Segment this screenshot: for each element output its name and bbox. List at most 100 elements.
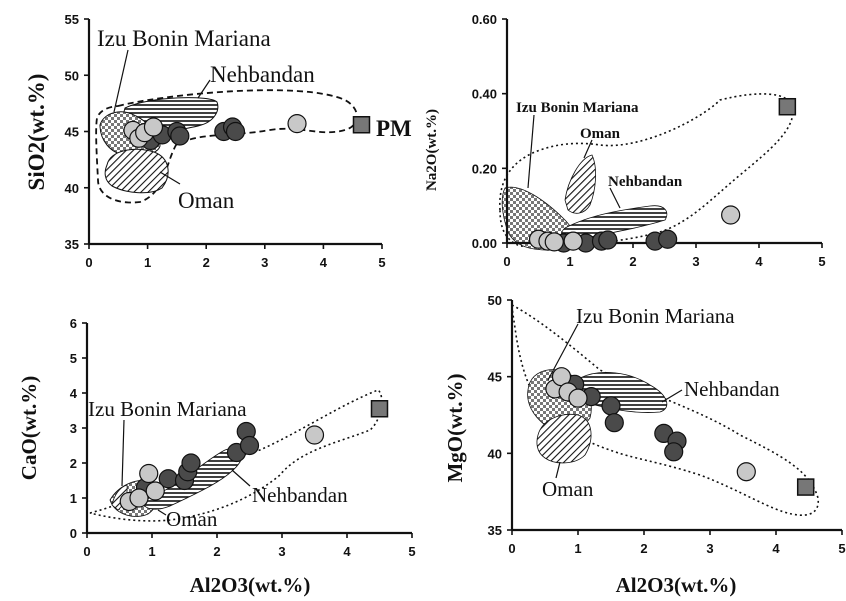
y-tick-label: 40 bbox=[65, 181, 79, 196]
leader-line bbox=[157, 509, 167, 516]
leader-line bbox=[609, 187, 621, 209]
light-sample-point bbox=[139, 463, 159, 484]
y-tick-label: 45 bbox=[65, 125, 79, 140]
leader-line bbox=[583, 139, 593, 159]
label-nehbandan: Nehbandan bbox=[684, 377, 780, 401]
x-tick-label: 0 bbox=[508, 541, 515, 556]
x-tick-label: 3 bbox=[278, 544, 285, 559]
pm-point bbox=[796, 478, 815, 496]
leader-line bbox=[113, 49, 129, 113]
light-sample-point bbox=[143, 117, 164, 137]
leader-line bbox=[159, 171, 181, 185]
label-izu-bonin-mariana: Izu Bonin Mariana bbox=[516, 100, 639, 116]
x-tick-label: 5 bbox=[818, 254, 825, 269]
light-sample-point bbox=[721, 205, 741, 225]
x-tick-label: 1 bbox=[144, 255, 151, 270]
y-tick-label: 4 bbox=[70, 386, 78, 401]
panel-cao-axes-and-points: 0 1 2 3 4 5 0 1 2 3 4 5 6 bbox=[70, 316, 416, 559]
dark-sample-point bbox=[239, 435, 260, 456]
x-tick-label: 1 bbox=[566, 254, 573, 269]
x-tick-label: 4 bbox=[772, 541, 780, 556]
leader-line bbox=[121, 419, 125, 487]
x-tick-label: 0 bbox=[503, 254, 510, 269]
dark-sample-point bbox=[170, 126, 190, 146]
light-sample-point bbox=[568, 388, 588, 408]
leader-line bbox=[527, 114, 535, 189]
label-oman: Oman bbox=[542, 477, 594, 501]
x-tick-label: 2 bbox=[640, 541, 647, 556]
label-nehbandan: Nehbandan bbox=[608, 174, 683, 190]
x-tick-label: 0 bbox=[85, 255, 92, 270]
label-izu-bonin-mariana: Izu Bonin Mariana bbox=[97, 26, 271, 51]
leader-line bbox=[231, 469, 251, 487]
x-tick-label: 3 bbox=[692, 254, 699, 269]
x-tick-label: 4 bbox=[343, 544, 351, 559]
light-sample-point bbox=[563, 231, 583, 251]
panel-na2o-axes-and-points: 0 1 2 3 4 5 0.00 0.20 0.40 0.60 bbox=[472, 12, 826, 269]
y-tick-label: 3 bbox=[70, 421, 77, 436]
x-tick-label: 0 bbox=[83, 544, 90, 559]
y-tick-label: 0.20 bbox=[472, 161, 497, 176]
x-tick-label: 4 bbox=[755, 254, 763, 269]
light-sample-point bbox=[287, 114, 307, 134]
pm-point bbox=[352, 116, 371, 134]
dark-sample-point bbox=[225, 121, 246, 142]
y-tick-label: 5 bbox=[70, 351, 77, 366]
label-nehbandan: Nehbandan bbox=[252, 483, 348, 507]
y-tick-label: 2 bbox=[70, 456, 77, 471]
light-sample-point bbox=[736, 462, 756, 482]
dark-sample-point bbox=[604, 413, 624, 433]
y-tick-label: 40 bbox=[488, 446, 502, 461]
x-tick-label: 1 bbox=[148, 544, 155, 559]
label-pm: PM bbox=[376, 116, 412, 141]
leader-line bbox=[555, 461, 561, 479]
x-tick-label: 2 bbox=[213, 544, 220, 559]
dark-sample-point bbox=[598, 230, 618, 250]
y-tick-label: 0.60 bbox=[472, 12, 497, 27]
label-oman: Oman bbox=[580, 126, 621, 142]
y-tick-label: 45 bbox=[488, 370, 502, 385]
y-tick-label: 6 bbox=[70, 316, 77, 331]
y-tick-label: 50 bbox=[65, 68, 79, 83]
y-tick-label: 35 bbox=[65, 237, 79, 252]
x-tick-label: 1 bbox=[574, 541, 581, 556]
y-tick-label: 35 bbox=[488, 523, 502, 538]
leader-line bbox=[547, 323, 579, 381]
dark-sample-point bbox=[181, 453, 201, 473]
x-tick-label: 5 bbox=[838, 541, 845, 556]
y-axis-title-sio2: SiO2(wt.%) bbox=[24, 74, 49, 191]
dark-sample-point bbox=[601, 396, 621, 416]
dark-sample-point bbox=[658, 229, 678, 249]
y-tick-label: 55 bbox=[65, 12, 79, 27]
pm-point bbox=[370, 400, 389, 418]
x-axis-title-mgo: Al2O3(wt.%) bbox=[616, 573, 737, 597]
light-sample-point bbox=[129, 488, 149, 508]
label-oman: Oman bbox=[178, 188, 235, 213]
label-izu-bonin-mariana: Izu Bonin Mariana bbox=[576, 304, 735, 328]
y-tick-label: 0.40 bbox=[472, 87, 497, 102]
y-axis-title-cao: CaO(wt.%) bbox=[17, 376, 41, 480]
overall-field-outline bbox=[95, 89, 358, 204]
panel-na2o: Izu Bonin Mariana Oman Nehbandan bbox=[499, 93, 794, 251]
oman-field bbox=[536, 413, 592, 464]
y-tick-label: 0 bbox=[70, 526, 77, 541]
y-axis-title-mgo: MgO(wt.%) bbox=[443, 373, 467, 482]
x-axis-title-cao: Al2O3(wt.%) bbox=[190, 573, 311, 597]
x-tick-label: 3 bbox=[261, 255, 268, 270]
leader-line bbox=[661, 389, 683, 403]
x-tick-label: 2 bbox=[203, 255, 210, 270]
x-tick-label: 4 bbox=[320, 255, 328, 270]
oman-field bbox=[111, 484, 128, 511]
light-sample-point bbox=[145, 481, 165, 501]
oman-field bbox=[564, 154, 596, 214]
label-nehbandan: Nehbandan bbox=[210, 62, 315, 87]
panel-mgo: Izu Bonin Mariana Nehbandan Oman bbox=[511, 303, 819, 516]
pm-point bbox=[778, 97, 797, 116]
y-tick-label: 0.00 bbox=[472, 236, 497, 251]
leader-line bbox=[197, 79, 211, 99]
dark-sample-point bbox=[664, 442, 684, 462]
x-tick-label: 5 bbox=[378, 255, 385, 270]
